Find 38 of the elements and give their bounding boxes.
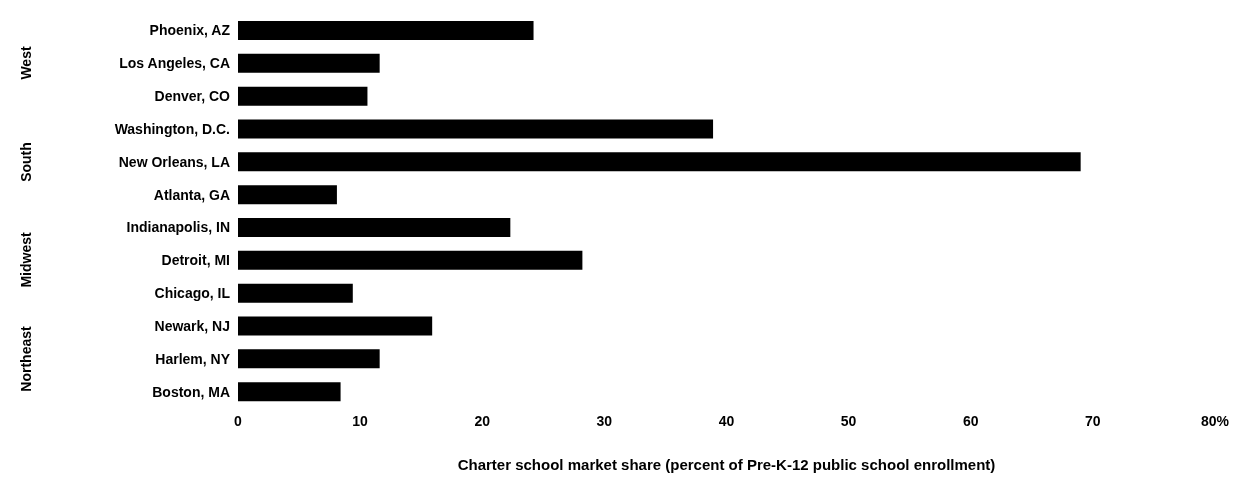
x-tick-label: 10 (352, 412, 369, 429)
y-tick-label: Phoenix, AZ (149, 22, 231, 39)
bar (238, 349, 380, 369)
y-tick-label: Boston, MA (152, 383, 230, 400)
text: Northeast (18, 326, 34, 392)
y-tick-label: Harlem, NY (155, 350, 231, 367)
x-axis-title: Charter school market share (percent of Pre-K-12 public school enrollment) (457, 456, 996, 473)
bar (238, 119, 714, 139)
x-tick-label: 50 (840, 412, 857, 429)
y-tick-label: Washington, D.C. (114, 120, 230, 137)
text: South (18, 141, 34, 182)
x-tick-label: 40 (718, 412, 735, 429)
x-tick-label: 0 (234, 412, 243, 429)
bar (238, 218, 511, 237)
x-tick-label: 70 (1085, 412, 1101, 429)
text: West (18, 46, 34, 80)
y-tick-label: Atlanta, GA (153, 186, 230, 203)
bar (238, 316, 433, 336)
x-tick-label: 60 (962, 412, 979, 429)
bar (238, 382, 341, 402)
y-tick-label: Newark, NJ (154, 317, 230, 334)
y-tick-label: Indianapolis, IN (126, 219, 230, 236)
x-tick-label: 80% (1200, 412, 1230, 429)
x-tick-label: 30 (596, 412, 613, 429)
bar (238, 152, 1081, 172)
y-tick-label: Detroit, MI (161, 252, 230, 269)
bar (238, 283, 353, 303)
y-tick-label: Denver, CO (154, 88, 231, 105)
text: Midwest (18, 232, 34, 288)
bar (238, 250, 583, 270)
bar (238, 53, 380, 73)
bar (238, 185, 337, 205)
bar (238, 86, 368, 106)
y-tick-label: New Orleans, LA (118, 153, 230, 170)
y-tick-label: Los Angeles, CA (119, 55, 230, 72)
bar (238, 21, 534, 40)
y-tick-label: Chicago, IL (154, 285, 231, 302)
x-tick-label: 20 (474, 412, 491, 429)
